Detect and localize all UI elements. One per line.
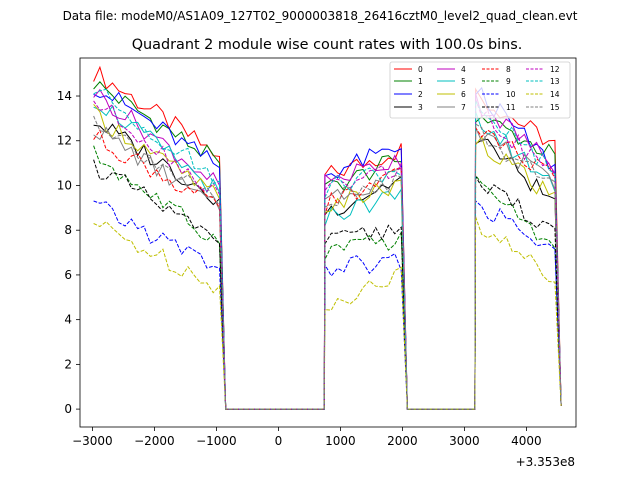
y-tick-label: 2 [64,357,72,371]
x-tick-label: 3000 [449,434,480,448]
x-tick-label: 0 [275,434,283,448]
x-tick-label: −3000 [72,434,113,448]
legend-label: 15 [550,103,560,112]
series-line-14 [93,216,562,410]
axes-frame [79,57,577,428]
series-line-9 [93,145,562,410]
x-tick-label: −2000 [134,434,175,448]
y-tick-label: 6 [64,268,72,282]
legend-label: 11 [506,103,516,112]
y-tick-label: 14 [57,89,72,103]
legend-label: 14 [550,90,560,99]
legend-label: 2 [418,90,423,99]
series-line-10 [93,199,562,410]
y-tick-label: 4 [64,313,72,327]
legend-label: 10 [506,90,516,99]
figure-suptitle: Data file: modeM0/AS1A09_127T02_90000038… [63,9,578,23]
legend-label: 13 [550,77,560,86]
x-axis: −3000 −2000 −1000 0 1000 2000 3000 4000 [72,427,542,448]
legend-label: 4 [461,65,466,74]
series-line-11 [93,159,562,410]
x-tick-label: 1000 [325,434,356,448]
series-line-12 [93,98,562,410]
chart-title: Quadrant 2 module wise count rates with … [132,37,523,53]
legend-label: 0 [418,65,423,74]
series-line-15 [93,115,562,410]
legend-label: 12 [550,65,560,74]
legend-label: 6 [461,90,466,99]
plot-area [79,57,577,428]
y-axis: 0 2 4 6 8 10 12 14 [57,89,80,416]
legend-label: 7 [461,103,466,112]
y-tick-label: 10 [57,178,72,192]
x-tick-label: 2000 [387,434,418,448]
series-layer [93,65,562,410]
x-tick-label: 4000 [511,434,542,448]
legend-label: 3 [418,103,423,112]
y-tick-label: 12 [57,134,72,148]
y-tick-label: 8 [64,223,72,237]
legend-label: 5 [461,77,466,86]
legend-frame [389,61,571,119]
legend-label: 9 [506,77,511,86]
x-offset-label: +3.353e8 [516,455,575,469]
y-tick-label: 0 [64,402,72,416]
series-line-7 [93,126,562,410]
legend-label: 1 [418,77,423,86]
x-tick-label: −1000 [196,434,237,448]
legend-label: 8 [506,65,511,74]
series-line-6 [93,103,562,410]
series-line-13 [93,88,562,410]
